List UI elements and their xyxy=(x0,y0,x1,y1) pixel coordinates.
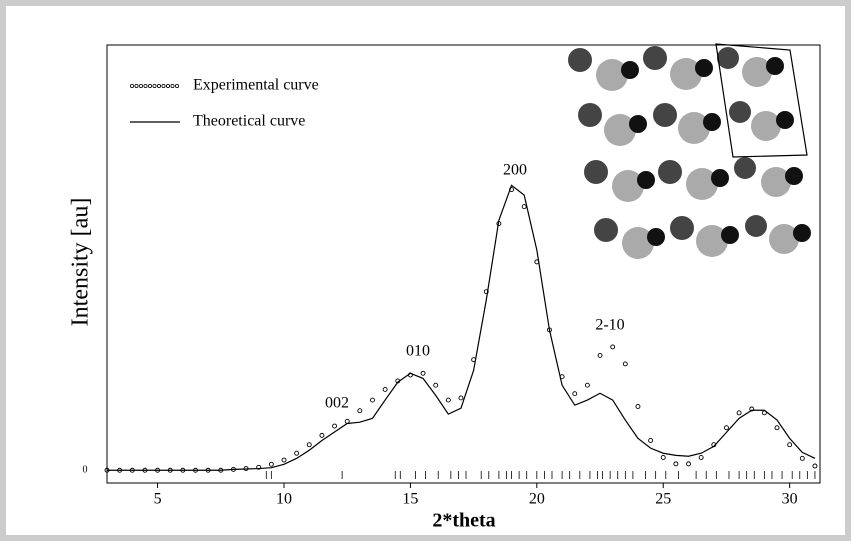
x-tick-label: 10 xyxy=(276,491,292,508)
x-axis-label: 2*theta xyxy=(432,510,495,532)
data-point xyxy=(686,461,691,467)
data-point xyxy=(736,410,742,416)
legend-marker xyxy=(152,84,157,89)
data-point xyxy=(294,450,300,456)
legend-marker xyxy=(147,84,152,89)
data-point xyxy=(306,442,312,448)
peak-label: 200 xyxy=(503,162,527,179)
legend-marker xyxy=(170,84,175,89)
data-point xyxy=(597,352,603,358)
data-point xyxy=(698,455,704,460)
x-tick-label: 25 xyxy=(655,491,671,508)
data-point xyxy=(433,382,439,388)
legend-marker xyxy=(156,84,161,89)
legend-marker xyxy=(165,84,170,89)
data-point xyxy=(458,395,464,401)
data-point xyxy=(483,289,489,295)
data-point xyxy=(268,461,274,467)
data-point xyxy=(420,370,426,376)
data-point xyxy=(648,438,654,443)
data-point xyxy=(572,391,578,397)
x-tick-label: 30 xyxy=(782,491,798,508)
data-point xyxy=(635,404,641,409)
data-line xyxy=(107,184,816,471)
legend-label: Theoretical curve xyxy=(193,113,305,130)
data-point xyxy=(673,461,679,467)
x-tick-label: 20 xyxy=(529,491,545,508)
data-point xyxy=(584,382,590,388)
data-point xyxy=(445,397,451,403)
legend-marker xyxy=(161,84,166,89)
data-point xyxy=(749,406,755,412)
data-point xyxy=(256,464,262,470)
legend-marker xyxy=(134,84,139,89)
peak-label: 010 xyxy=(406,343,430,360)
data-point xyxy=(812,463,818,469)
data-point xyxy=(799,455,805,461)
data-point xyxy=(610,344,616,350)
x-tick-label: 15 xyxy=(402,491,418,508)
data-point xyxy=(660,455,666,460)
data-point xyxy=(521,204,527,210)
data-point xyxy=(357,408,363,414)
legend-marker xyxy=(174,84,179,89)
legend-marker xyxy=(138,84,143,89)
plot-frame xyxy=(106,44,821,484)
data-point xyxy=(332,423,338,429)
crystal-inset xyxy=(568,43,811,259)
data-point xyxy=(319,432,325,438)
y-tick-label: 0 xyxy=(83,465,88,476)
data-point xyxy=(774,425,780,431)
legend-marker xyxy=(129,84,134,89)
data-point xyxy=(382,386,388,392)
x-tick-label: 5 xyxy=(154,491,162,508)
data-point xyxy=(787,442,793,448)
y-axis-label: Intensity [au] xyxy=(68,198,94,327)
peak-label: 2-10 xyxy=(595,317,624,334)
data-point xyxy=(622,361,628,367)
data-point xyxy=(370,397,375,403)
legend-label: Experimental curve xyxy=(193,77,319,94)
data-point xyxy=(281,457,287,463)
legend-marker xyxy=(143,84,148,89)
peak-label: 002 xyxy=(325,395,349,412)
data-point xyxy=(724,425,729,431)
